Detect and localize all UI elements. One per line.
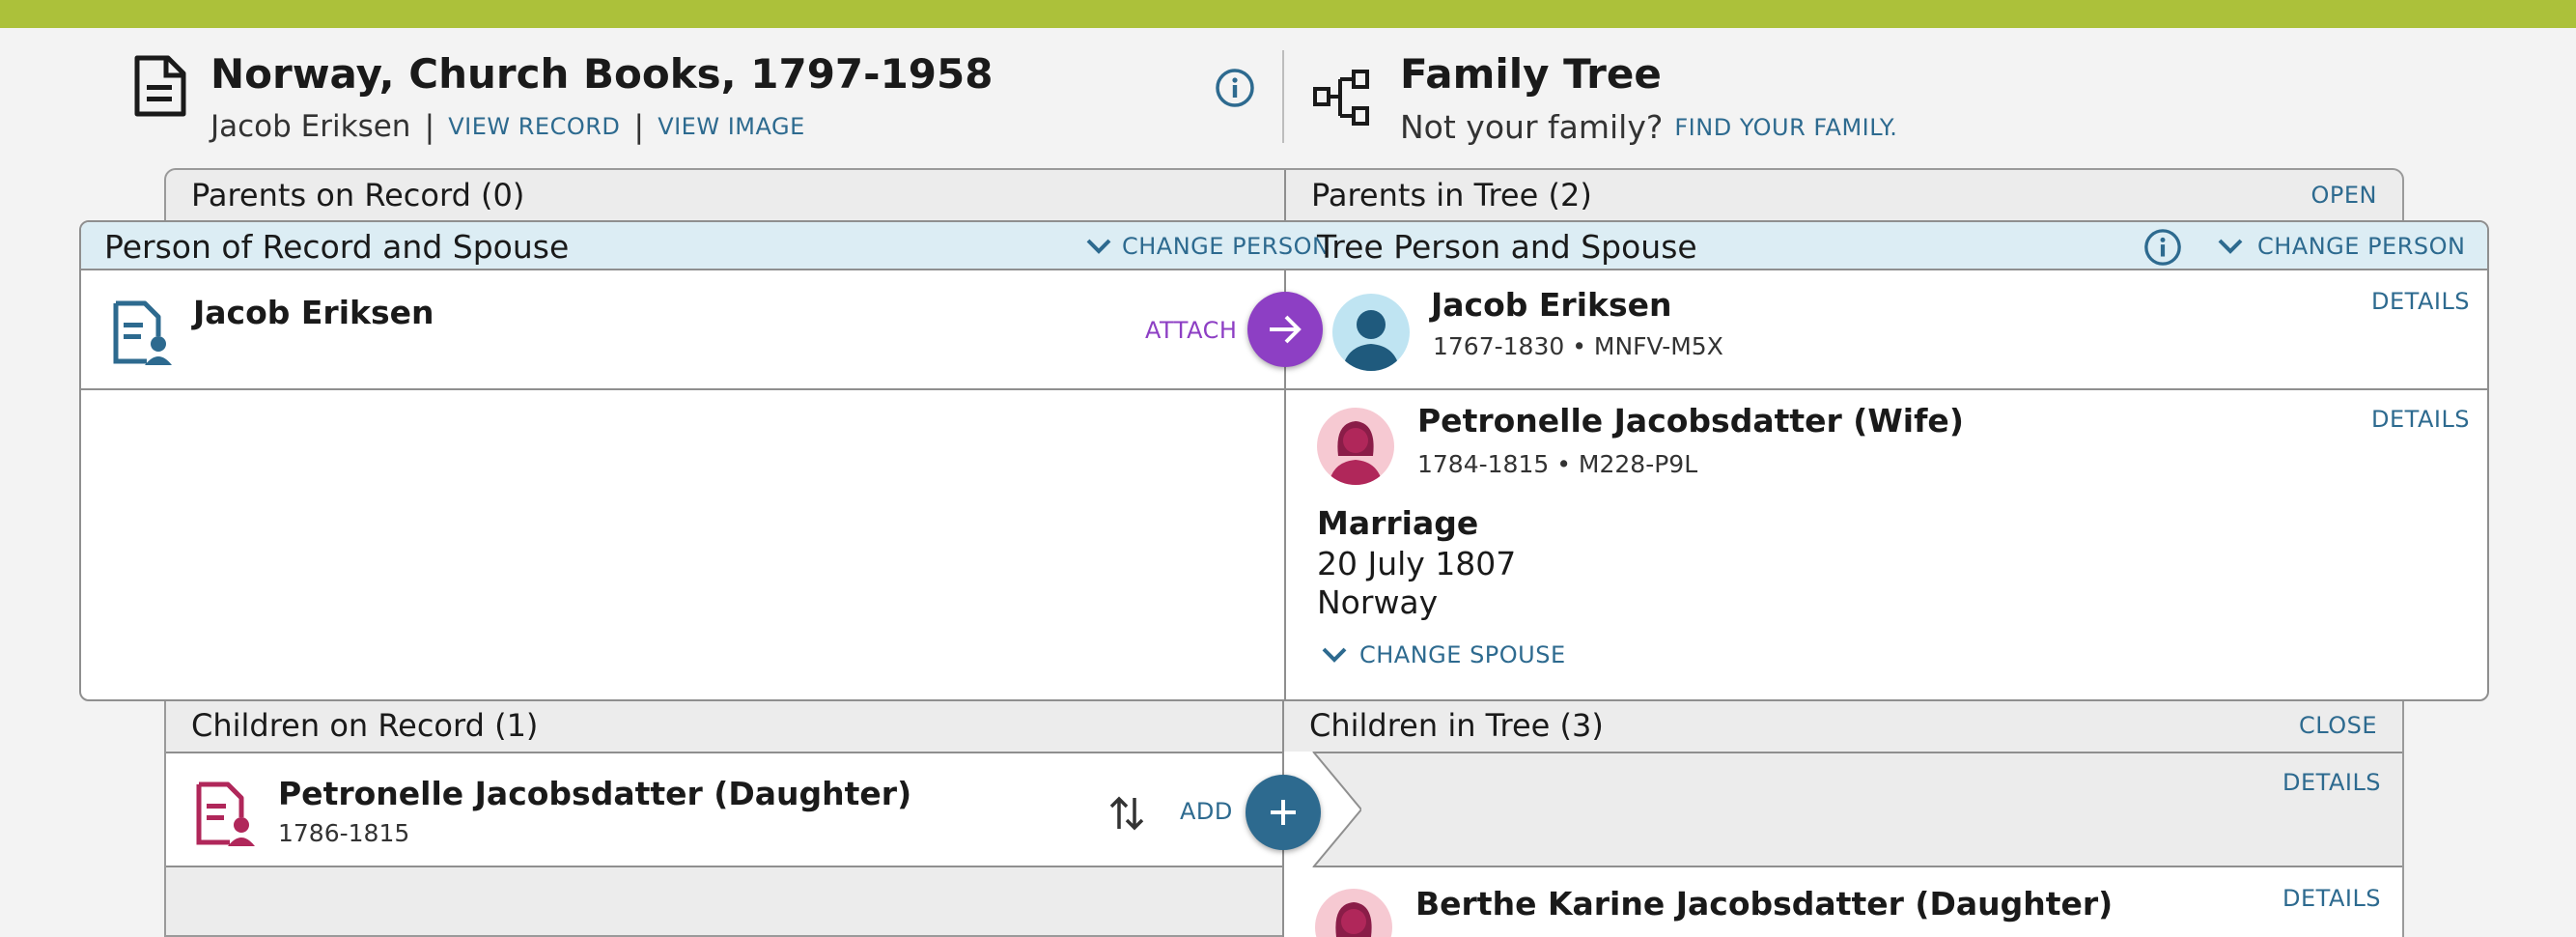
record-child-icon: [195, 781, 255, 848]
children-in-tree-header: Children in Tree (3) CLOSE: [1284, 699, 2402, 752]
person-spouse-header: Person of Record and Spouse CHANGE PERSO…: [81, 222, 2487, 270]
children-on-record-label: Children on Record (1): [191, 707, 539, 744]
change-spouse-label: CHANGE SPOUSE: [1359, 641, 1566, 668]
open-parents-button[interactable]: OPEN: [2310, 182, 2377, 209]
person-of-record-header: Person of Record and Spouse: [104, 227, 570, 266]
marriage-place: Norway: [1317, 583, 1439, 621]
separator: |: [633, 108, 645, 145]
tree-person-name[interactable]: Jacob Eriksen: [1431, 286, 1672, 324]
chevron-down-icon: [1085, 238, 1112, 255]
family-tree-title: Family Tree: [1400, 50, 1662, 98]
info-icon[interactable]: [2143, 228, 2182, 267]
male-avatar-icon: [1332, 294, 1410, 371]
find-your-family-link[interactable]: FIND YOUR FAMILY.: [1674, 113, 1898, 141]
tree-person-meta: 1767-1830 • MNFV-M5X: [1433, 332, 1723, 360]
column-divider: [1284, 270, 1286, 699]
children-in-tree-label: Children in Tree (3): [1309, 707, 1604, 744]
parents-on-record-header: Parents on Record (0): [166, 170, 1282, 220]
record-person-name[interactable]: Jacob Eriksen: [193, 294, 434, 331]
change-person-label: CHANGE PERSON: [1122, 233, 1330, 260]
marriage-date: 20 July 1807: [1317, 545, 1517, 582]
attach-label[interactable]: ATTACH: [1145, 317, 1238, 344]
record-person-name: Jacob Eriksen: [210, 109, 411, 144]
record-title: Norway, Church Books, 1797-1958: [210, 50, 994, 98]
tree-child-details-link[interactable]: DETAILS: [2282, 885, 2382, 912]
tree-child-name[interactable]: Berthe Karine Jacobsdatter (Daughter): [1415, 885, 2114, 923]
record-child-meta: 1786-1815: [278, 819, 410, 847]
marriage-label: Marriage: [1317, 504, 1479, 542]
attach-button[interactable]: [1247, 292, 1323, 367]
plus-icon: [1268, 797, 1299, 828]
tree-spouse-meta: 1784-1815 • M228-P9L: [1417, 450, 1698, 478]
record-person-icon: [112, 299, 172, 367]
separator: |: [424, 108, 435, 145]
view-record-link[interactable]: VIEW RECORD: [448, 113, 621, 140]
female-avatar-icon: [1317, 408, 1394, 485]
family-tree-icon: [1311, 68, 1373, 128]
tree-child-row: Berthe Karine Jacobsdatter (Daughter) DE…: [1284, 867, 2402, 937]
female-avatar-icon: [1315, 889, 1392, 937]
children-on-record-header: Children on Record (1): [166, 699, 1282, 752]
parents-in-tree-label: Parents in Tree (2): [1311, 177, 1592, 213]
tree-person-details-link[interactable]: DETAILS: [2371, 288, 2471, 315]
change-person-button-tree[interactable]: CHANGE PERSON: [2217, 222, 2465, 270]
header-divider: [1282, 50, 1284, 143]
chevron-down-icon: [2217, 238, 2244, 255]
tree-spouse-details-link[interactable]: DETAILS: [2371, 406, 2471, 433]
add-label[interactable]: ADD: [1180, 798, 1233, 825]
row-divider: [81, 388, 2487, 390]
change-spouse-button[interactable]: CHANGE SPOUSE: [1321, 641, 1566, 668]
tree-child-row: DETAILS: [1284, 752, 2402, 867]
record-child-name[interactable]: Petronelle Jacobsdatter (Daughter): [278, 775, 912, 812]
record-child-row: Petronelle Jacobsdatter (Daughter) 1786-…: [166, 752, 1282, 867]
view-image-link[interactable]: VIEW IMAGE: [658, 113, 805, 140]
chevron-down-icon: [1321, 646, 1348, 664]
person-and-spouse-box: Person of Record and Spouse CHANGE PERSO…: [79, 220, 2489, 701]
change-person-label: CHANGE PERSON: [2257, 233, 2466, 260]
document-icon: [133, 54, 187, 118]
not-your-family-text: Not your family?: [1400, 108, 1664, 146]
tree-child-details-link[interactable]: DETAILS: [2282, 769, 2382, 796]
add-child-button[interactable]: [1246, 775, 1321, 850]
family-tree-subtitle: Not your family? FIND YOUR FAMILY.: [1400, 108, 1897, 146]
top-accent-bar: [0, 0, 2576, 28]
tree-spouse-name[interactable]: Petronelle Jacobsdatter (Wife): [1417, 402, 1964, 440]
parents-on-record-label: Parents on Record (0): [191, 177, 525, 213]
tree-person-header: Tree Person and Spouse: [1317, 227, 1697, 266]
parents-in-tree-header: Parents in Tree (2) OPEN: [1284, 170, 2402, 220]
record-subtitle: Jacob Eriksen | VIEW RECORD | VIEW IMAGE: [210, 108, 805, 145]
close-children-button[interactable]: CLOSE: [2298, 712, 2377, 739]
change-person-button-record[interactable]: CHANGE PERSON: [1085, 222, 1330, 270]
arrow-right-icon: [1267, 313, 1303, 346]
swap-vertical-icon[interactable]: [1108, 794, 1145, 833]
info-icon[interactable]: [1215, 68, 1255, 108]
